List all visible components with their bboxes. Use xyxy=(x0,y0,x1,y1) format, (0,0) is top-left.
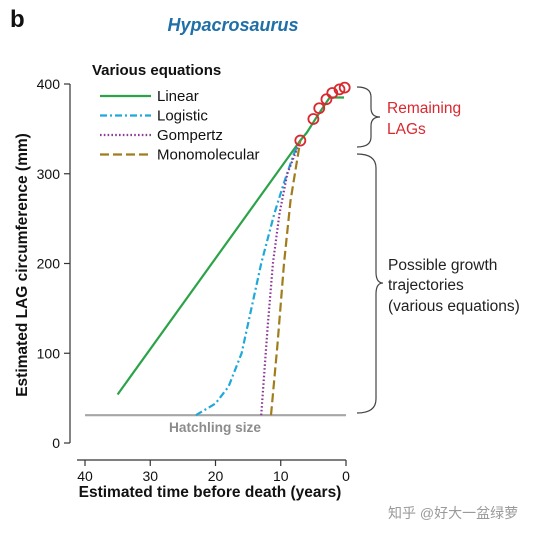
y-axis: 0 100 200 300 400 Estimated LAG circumferenc… xyxy=(14,76,71,451)
remaining-lag-marker xyxy=(307,113,320,125)
series-line-logistic xyxy=(195,140,302,417)
y-axis-label: Estimated LAG circumference (mm) xyxy=(14,133,31,397)
series-line-linear xyxy=(116,96,344,396)
y-ticks: 0 100 200 300 400 xyxy=(37,76,70,451)
hatchling-size-label: Hatchling size xyxy=(169,419,261,435)
possible-label-1: Possible growth xyxy=(388,257,497,274)
y-tick-label: 300 xyxy=(37,166,61,182)
bracket-remaining-shape xyxy=(356,86,381,148)
x-tick-label: 40 xyxy=(77,468,93,484)
possible-label-3: (various equations) xyxy=(388,298,520,315)
x-tick-label: 10 xyxy=(273,468,289,484)
y-tick-label: 100 xyxy=(37,345,61,361)
series-line-monomolecular xyxy=(269,140,302,416)
remaining-lags-markers xyxy=(294,81,351,147)
y-tick-label: 400 xyxy=(37,76,61,92)
remaining-lag-marker xyxy=(294,134,307,147)
legend-title: Various equations xyxy=(92,62,221,79)
y-tick-label: 0 xyxy=(52,435,60,451)
chart-title: Hypacrosaurus xyxy=(167,15,298,35)
remaining-lag-marker xyxy=(326,87,339,99)
watermark: 知乎 @好大一盆绿萝 xyxy=(388,505,518,521)
legend-label-logistic: Logistic xyxy=(157,108,208,125)
y-tick-label: 200 xyxy=(37,256,61,272)
bracket-possible: Possible growth trajectories (various eq… xyxy=(356,153,520,414)
remaining-lag-marker xyxy=(338,81,351,94)
series-line-gompertz xyxy=(260,140,302,416)
legend: Various equations Linear Logistic Gompertz… xyxy=(92,62,260,164)
remaining-lag-marker xyxy=(320,93,333,106)
panel-label: b xyxy=(10,6,25,33)
x-ticks: 40 30 20 10 0 xyxy=(77,460,350,484)
possible-label-2: trajectories xyxy=(388,277,464,294)
x-tick-label: 0 xyxy=(342,468,350,484)
x-tick-label: 30 xyxy=(142,468,158,484)
remaining-lag-marker xyxy=(333,83,346,96)
x-axis-label: Estimated time before death (years) xyxy=(79,484,342,501)
legend-label-monomolecular: Monomolecular xyxy=(157,147,260,164)
remaining-label-1: Remaining xyxy=(387,100,461,117)
bracket-possible-shape xyxy=(356,153,384,414)
x-tick-label: 20 xyxy=(208,468,224,484)
hatchling-layer: Hatchling size xyxy=(85,414,346,435)
remaining-label-2: LAGs xyxy=(387,121,426,138)
legend-items: Linear Logistic Gompertz Monomolecular xyxy=(100,88,260,164)
legend-label-linear: Linear xyxy=(157,88,199,105)
remaining-lag-marker xyxy=(313,102,326,115)
legend-label-gompertz: Gompertz xyxy=(157,127,223,144)
x-axis: 40 30 20 10 0 Estimated time before death (y… xyxy=(77,459,350,501)
plot-area: Hatchling size xyxy=(85,81,351,435)
series-layer xyxy=(116,96,344,417)
bracket-remaining: Remaining LAGs xyxy=(356,86,461,148)
